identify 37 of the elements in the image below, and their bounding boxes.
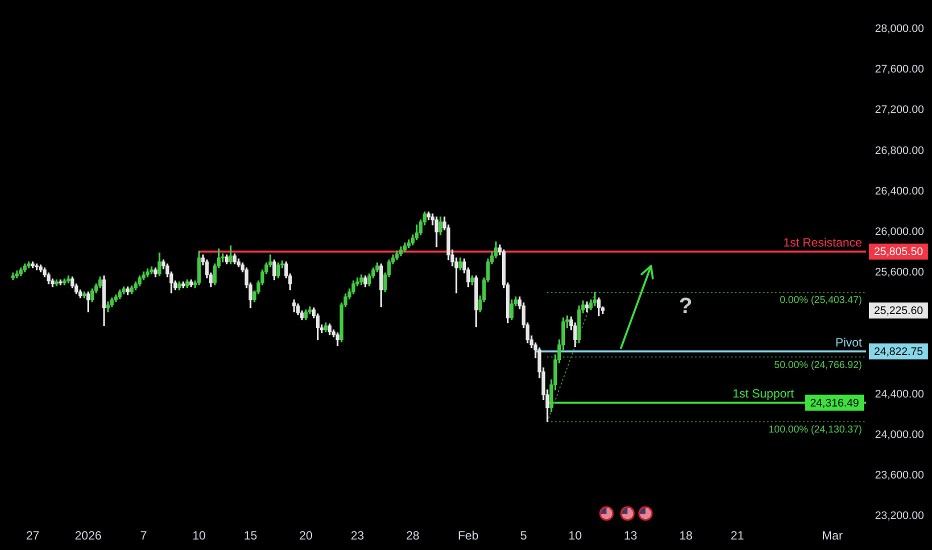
x-tick-label: 7 xyxy=(140,528,148,543)
x-tick-label: 27 xyxy=(26,528,40,543)
x-tick-label: 10 xyxy=(192,528,206,543)
ref-line-label: Pivot xyxy=(835,335,863,350)
annotation: 24,316.49 xyxy=(810,397,859,410)
ref-line-label: 50.00% (24,766.92) xyxy=(774,360,862,371)
x-tick-label: 21 xyxy=(730,528,744,543)
text: 25,805.50 xyxy=(874,246,923,258)
text: 24,822.75 xyxy=(874,346,923,358)
y-tick-label: 24,000.00 xyxy=(875,428,924,441)
x-tick-label: 5 xyxy=(520,528,528,543)
x-tick-label: 10 xyxy=(568,528,582,543)
x-tick-label: 20 xyxy=(299,528,313,543)
y-tick-label: 23,600.00 xyxy=(875,469,924,482)
y-tick-label: 23,200.00 xyxy=(875,510,924,522)
y-tick-label: 27,600.00 xyxy=(875,64,924,76)
x-tick-label: 2026 xyxy=(74,528,102,543)
y-tick-label: 27,200.00 xyxy=(875,104,924,116)
annotation: ? xyxy=(678,293,692,318)
y-tick-label: 26,400.00 xyxy=(875,185,924,198)
x-tick-label: 28 xyxy=(406,528,420,543)
ref-line-label: 100.00% (24,130.37) xyxy=(768,424,862,436)
x-tick-label: 18 xyxy=(679,528,693,543)
ref-line-label: 1st Support xyxy=(732,386,795,401)
text: 25,225.60 xyxy=(874,305,923,318)
x-tick-label: Feb xyxy=(458,528,479,543)
ref-line-label: 0.00% (25,403.47) xyxy=(780,295,862,306)
y-tick-label: 28,000.00 xyxy=(875,23,924,36)
x-tick-label: 15 xyxy=(244,528,258,543)
x-tick-label: 13 xyxy=(624,528,638,543)
y-tick-label: 26,000.00 xyxy=(875,226,924,238)
y-tick-label: 25,600.00 xyxy=(875,266,924,279)
x-tick-label: 23 xyxy=(350,528,364,543)
ref-line-label: 1st Resistance xyxy=(783,236,862,250)
y-tick-label: 26,800.00 xyxy=(875,144,924,157)
x-tick-label: Mar xyxy=(822,528,843,543)
y-tick-label: 24,400.00 xyxy=(875,388,924,400)
